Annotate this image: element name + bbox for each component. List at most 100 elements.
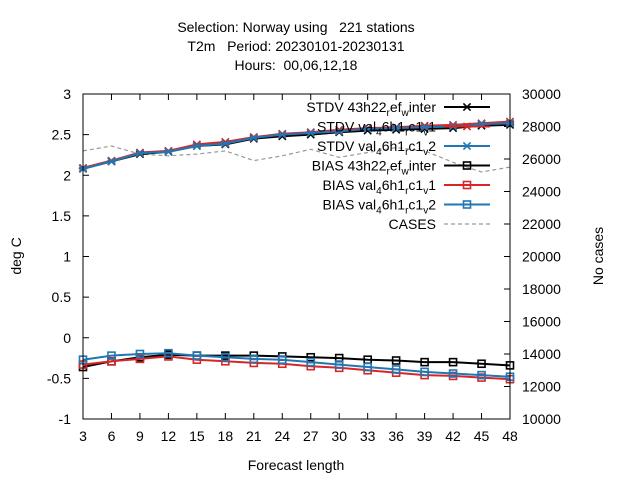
y-tick-label: -0.5 (47, 370, 71, 386)
x-tick-label: 6 (108, 428, 116, 444)
x-tick-label: 30 (331, 428, 347, 444)
data-point (135, 354, 145, 364)
x-tick-label: 9 (136, 428, 144, 444)
legend-label-part: 1 (428, 177, 436, 193)
legend-label-part: r (387, 108, 391, 119)
legend-entry: STDV 43h22refwinter (306, 99, 490, 119)
y-axis-label: deg C (8, 237, 24, 274)
y2-tick-label: 10000 (522, 411, 561, 427)
data-point (164, 147, 173, 156)
legend-label-part: r (387, 167, 391, 178)
legend-label-part: r (405, 147, 409, 158)
legend-label-part: c1 (408, 197, 423, 213)
legend-label-part: STDV val (317, 138, 376, 154)
legend-label-part: CASES (389, 216, 436, 232)
legend-label-part: w (401, 108, 410, 119)
x-tick-label: 21 (246, 428, 262, 444)
data-point (249, 133, 258, 143)
data-point (107, 351, 116, 360)
data-point (306, 128, 315, 138)
legend-marker (462, 102, 472, 112)
data-point (135, 349, 145, 359)
y2-tick-label: 26000 (522, 151, 561, 167)
legend-label-part: v (423, 186, 428, 197)
y-tick-label: 0 (63, 330, 71, 346)
legend-label: BIAS val46h1rc1v2 (322, 197, 436, 217)
data-point (391, 123, 401, 133)
data-point (192, 351, 202, 360)
axis-ticks: 3 6 9 12 15 18 21 24 27 30 33 36 39 42 45 48-1-0.500.51… (47, 86, 561, 444)
y-tick-label: 2 (63, 167, 71, 183)
legend-entry: STDV val46h1rc1v1 (317, 119, 490, 139)
y2-tick-label: 20000 (522, 249, 561, 265)
legend-label: BIAS val46h1rc1v1 (322, 177, 436, 197)
legend-label-part: 6h1 (382, 138, 406, 154)
x-tick-label: 18 (218, 428, 234, 444)
x-tick-label: 15 (189, 428, 205, 444)
legend-label-part: w (401, 167, 410, 178)
data-point (391, 356, 401, 365)
legend-label: STDV val46h1rc1v1 (317, 119, 436, 139)
data-point (448, 369, 458, 378)
legend-label: BIAS 43h22refwinter (312, 158, 437, 178)
data-point (277, 355, 287, 364)
legend-label-part: 4 (376, 186, 382, 197)
legend-label-part: 4 (376, 147, 382, 158)
y2-axis-label: No cases (590, 227, 606, 285)
legend-entry: CASES (389, 216, 490, 232)
data-point (420, 357, 429, 367)
series-line (82, 352, 511, 378)
data-point (221, 352, 230, 362)
y2-tick-label: 18000 (522, 281, 561, 297)
y-tick-label: 1 (63, 249, 71, 265)
legend-label: STDV 43h22refwinter (306, 99, 436, 119)
y-tick-label: 3 (63, 86, 71, 102)
y2-tick-label: 22000 (522, 216, 561, 232)
data-point (278, 130, 287, 139)
y-tick-label: 0.5 (52, 289, 72, 305)
title-line-2: T2m Period: 20230101-20230131 (187, 38, 404, 54)
series-line (82, 122, 511, 170)
y2-tick-label: 16000 (522, 314, 561, 330)
data-point (363, 124, 372, 134)
legend-label-part: BIAS 43h22 (312, 158, 387, 174)
plot-series (78, 117, 515, 384)
legend-marker (462, 141, 472, 151)
legend-label-part: v (423, 206, 428, 217)
legend-entry: BIAS val46h1rc1v1 (322, 177, 490, 197)
x-tick-label: 42 (445, 428, 461, 444)
legend-entry: BIAS 43h22refwinter (312, 158, 490, 178)
x-axis-label: Forecast length (248, 457, 345, 473)
legend-label-part: inter (409, 99, 437, 115)
data-point (335, 127, 344, 136)
y-tick-label: -1 (59, 411, 72, 427)
legend-label-part: BIAS val (322, 177, 376, 193)
x-tick-label: 27 (303, 428, 319, 444)
legend-label-part: BIAS val (322, 197, 376, 213)
y2-tick-label: 28000 (522, 119, 561, 135)
data-point (249, 354, 259, 364)
plot-frame (82, 93, 511, 420)
legend-label-part: 1 (428, 119, 436, 135)
legend-label-part: 6h1 (382, 119, 406, 135)
legend-label: STDV val46h1rc1v2 (317, 138, 436, 158)
legend-marker (462, 180, 472, 190)
legend-marker (462, 161, 472, 170)
data-point (306, 352, 316, 362)
legend-label-part: r (405, 186, 409, 197)
data-point (192, 141, 202, 151)
title-line-1: Selection: Norway using 221 stations (177, 19, 414, 35)
legend-label-part: r (405, 128, 409, 139)
data-point (391, 365, 401, 374)
y2-tick-label: 14000 (522, 346, 561, 362)
x-tick-label: 33 (360, 428, 376, 444)
data-point (221, 139, 230, 148)
legend-entry: STDV val46h1rc1v2 (317, 138, 490, 158)
y2-tick-label: 30000 (522, 86, 561, 102)
title-line-3: Hours: 00,06,12,18 (235, 57, 358, 73)
legend-label-part: c1 (408, 119, 423, 135)
legend-label-part: c1 (408, 138, 423, 154)
legend-entry: BIAS val46h1rc1v2 (322, 197, 490, 217)
legend-label-part: 2 (428, 138, 436, 154)
